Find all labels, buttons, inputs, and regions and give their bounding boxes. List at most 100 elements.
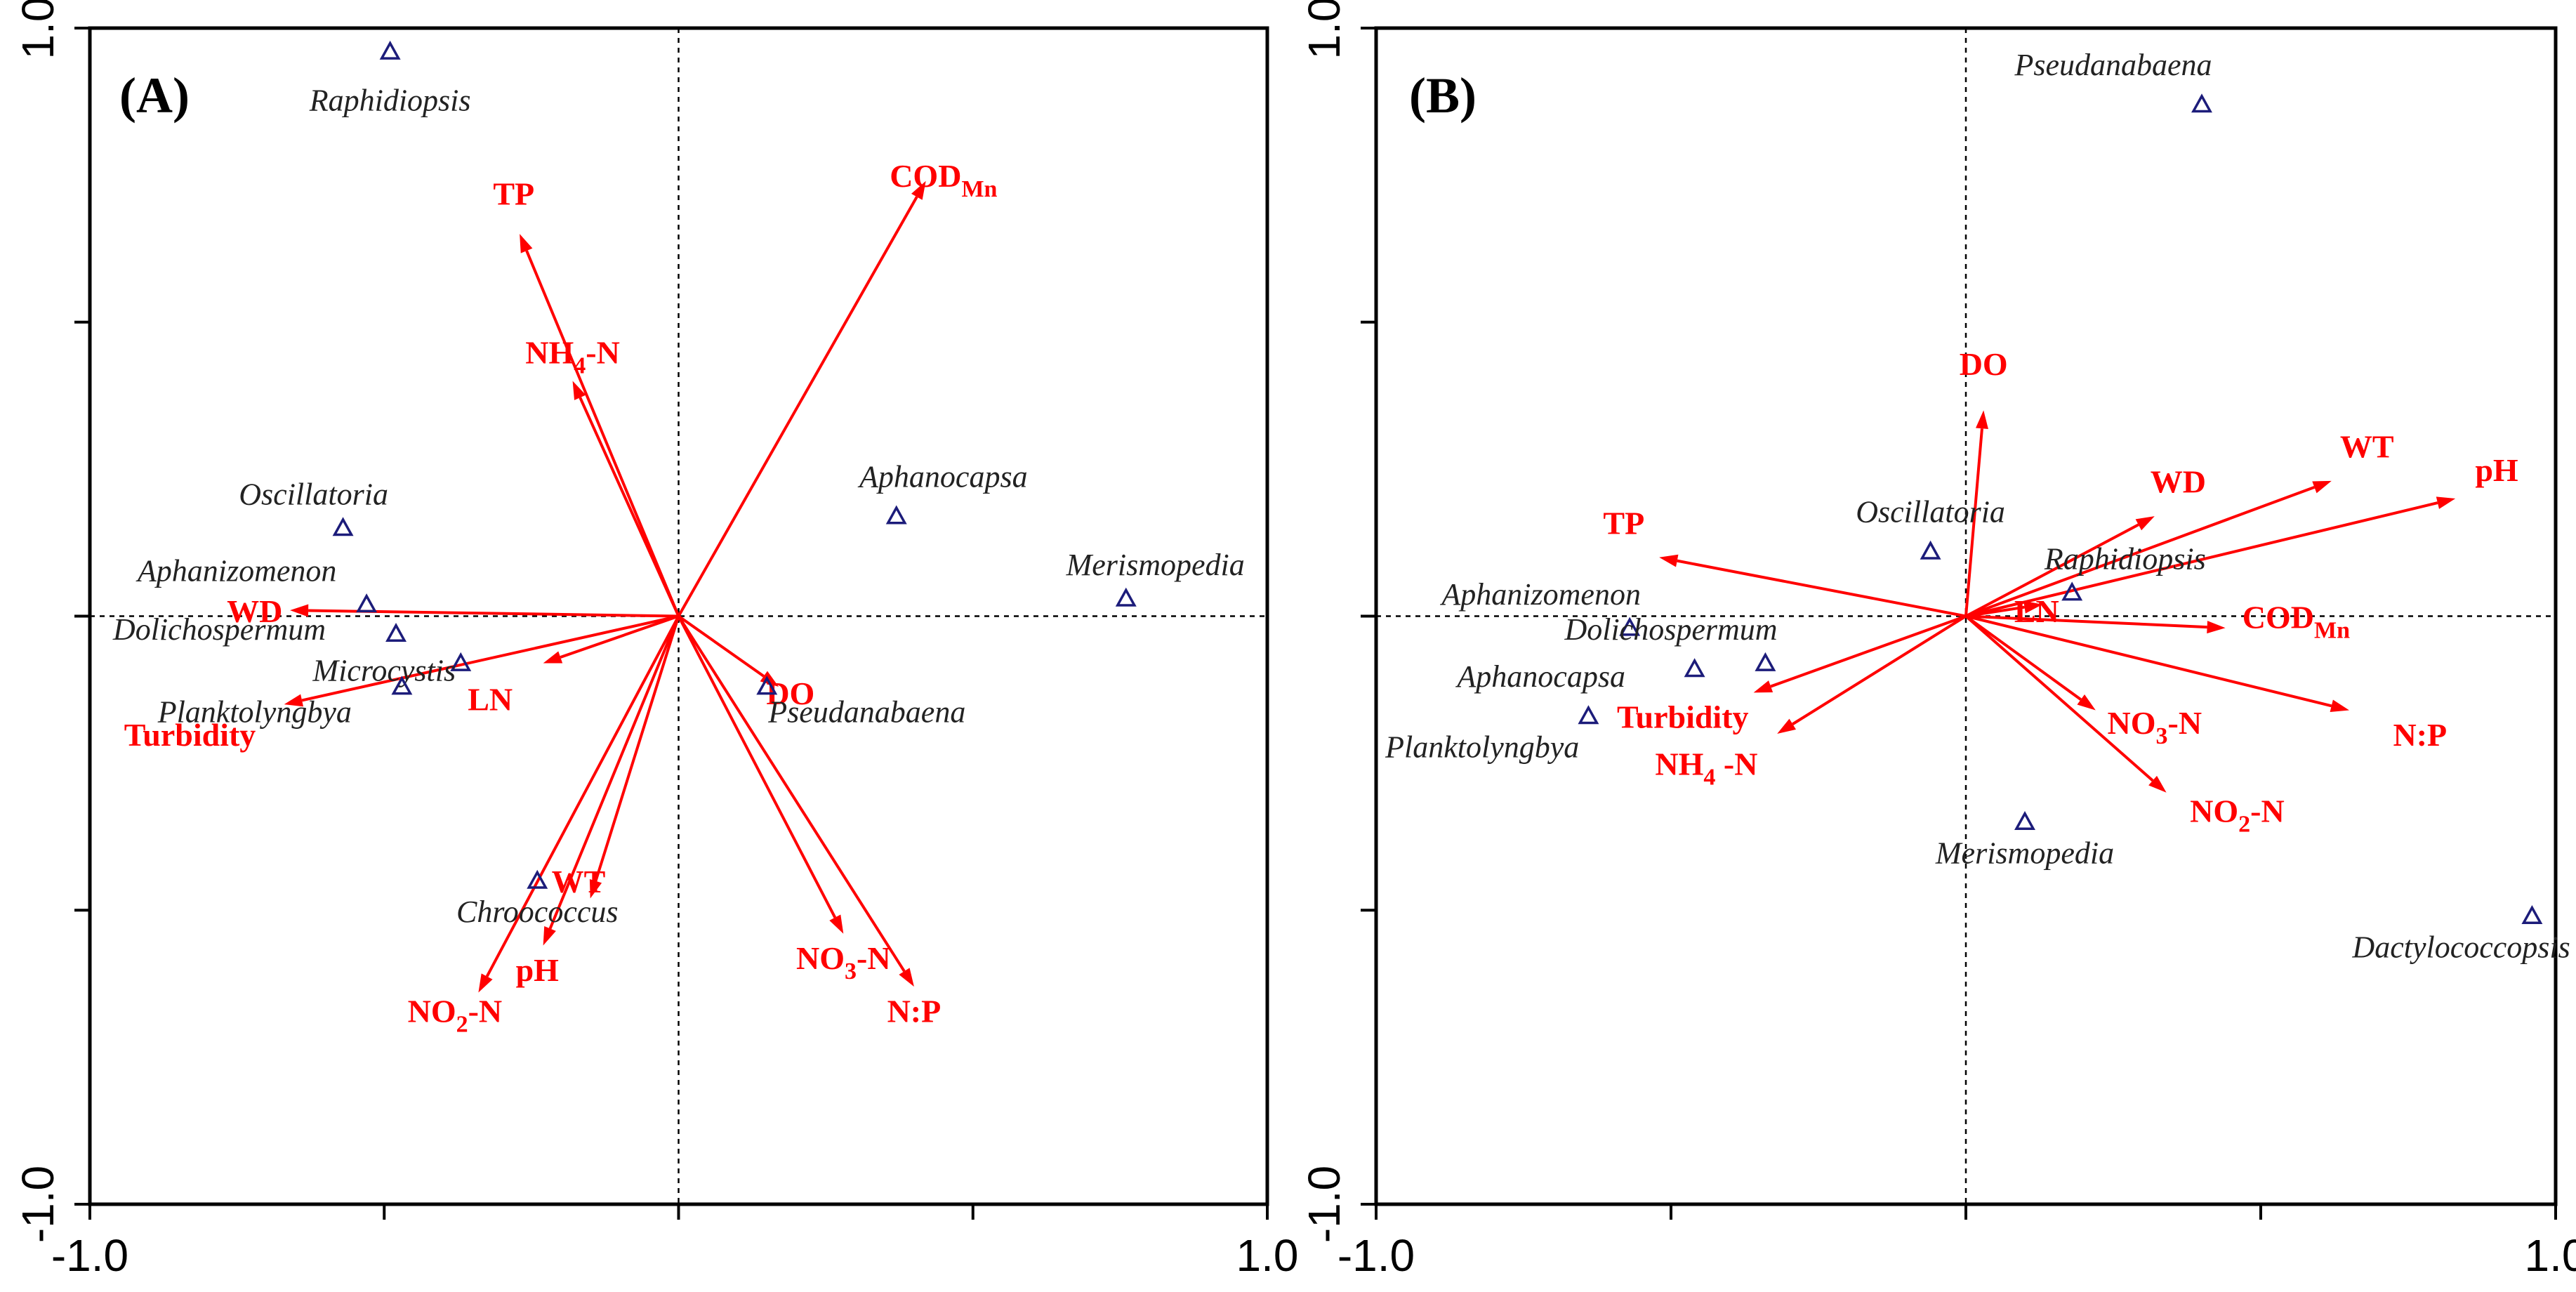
env-ph-arrowhead <box>2436 496 2456 509</box>
x-tick-label-max: 1.0 <box>1236 1230 1299 1281</box>
env-no3-n-label: NO3-N <box>2108 705 2202 749</box>
env-ph-arrowhead <box>543 926 556 946</box>
env-ln-arrow <box>560 614 680 659</box>
env-codmn: CODMn <box>677 158 998 617</box>
env-do-label: DO <box>1960 346 2008 382</box>
env-turbidity-label: Turbidity <box>124 717 256 753</box>
env-ln-arrow <box>1965 605 2025 618</box>
species-pseudanabaena-marker <box>756 675 778 695</box>
env-tp-arrow <box>1677 559 1967 618</box>
species-raphidiopsis-label: Raphidiopsis <box>2044 542 2206 576</box>
species-dolichospermum-marker <box>385 623 407 642</box>
panel-a: -1.0 1.0 -1.0 1.0 (A) TP CODMn NH4-N WD Turbidity… <box>13 0 1298 1281</box>
species-merismopedia: Merismopedia <box>1066 548 1245 607</box>
species-planktolyngbya: Planktolyngbya <box>157 675 413 729</box>
env-wt-arrowhead <box>2312 480 2332 494</box>
env-tp: TP <box>1603 505 1967 618</box>
species-planktolyngbya: Planktolyngbya <box>1385 705 1599 765</box>
species-planktolyngbya-label: Planktolyngbya <box>157 694 352 729</box>
env-no2-n-arrow <box>1964 614 2154 782</box>
env-tp-label: TP <box>493 176 534 211</box>
env-wd-arrowhead <box>290 604 309 617</box>
env-codmn-label: CODMn <box>890 158 997 202</box>
species-pseudanabaena: Pseudanabaena <box>756 675 965 729</box>
env-no2-n-arrowhead <box>2148 775 2167 793</box>
env-n-p-label: N:P <box>887 993 942 1029</box>
env-turbidity-label: Turbidity <box>1617 699 1749 735</box>
env-turbidity-arrowhead <box>284 694 304 707</box>
env-turbidity: Turbidity <box>124 614 679 753</box>
env-nh4-n: NH4-N <box>525 334 680 617</box>
y-tick-label-min: -1.0 <box>1299 1166 1349 1243</box>
species-merismopedia-marker <box>2014 811 2035 830</box>
env-no3-n-arrowhead <box>829 914 844 934</box>
env-no3-n-arrow <box>1964 614 2082 701</box>
env-n-p-arrowhead <box>899 968 914 987</box>
env-n-p-arrow <box>1965 614 2332 708</box>
species-aphanocapsa: Aphanocapsa <box>857 459 1028 525</box>
env-no2-n-label: NO2-N <box>408 993 503 1037</box>
env-no3-n-arrow <box>677 615 837 918</box>
species-aphanizomenon: Aphanizomenon <box>1439 577 1641 636</box>
env-codmn-arrow <box>1965 614 2207 629</box>
species-oscillatoria: Oscillatoria <box>239 477 388 536</box>
species-raphidiopsis-marker <box>379 40 401 60</box>
panel-label: (B) <box>1409 67 1477 124</box>
species-oscillatoria-marker <box>332 517 354 536</box>
env-ln-arrowhead <box>2023 600 2043 614</box>
species-raphidiopsis: Raphidiopsis <box>309 40 471 117</box>
env-wt: WT <box>1965 428 2394 618</box>
env-wd-label: WD <box>2151 464 2206 500</box>
y-tick-label-max: 1.0 <box>1299 0 1349 59</box>
species-chroococcus: Chroococcus <box>456 869 619 929</box>
species-aphanocapsa-label: Aphanocapsa <box>857 459 1028 494</box>
env-ph-label: pH <box>516 952 560 988</box>
species-chroococcus-label: Chroococcus <box>456 895 619 929</box>
env-wd-arrowhead <box>2135 516 2155 531</box>
env-codmn-arrow <box>677 196 918 617</box>
species-microcystis-marker <box>450 652 472 671</box>
species-chroococcus-marker <box>527 869 548 889</box>
env-do-arrowhead <box>760 671 779 687</box>
env-nh4-n-arrow <box>579 397 680 617</box>
species-pseudanabaena-marker <box>2191 93 2212 113</box>
env-nh4-n-arrowhead <box>1777 718 1797 734</box>
env-ph: pH <box>516 615 680 988</box>
x-tick-label-min: -1.0 <box>1337 1230 1415 1281</box>
env-nh4-n-label: NH4-N <box>525 334 620 378</box>
env-ln-arrowhead <box>543 651 563 664</box>
env-n-p-label: N:P <box>2393 717 2447 753</box>
species-aphanocapsa-marker <box>885 505 907 525</box>
env-ln: LN <box>468 614 680 718</box>
env-wt-label: WT <box>552 864 606 899</box>
species-microcystis: Microcystis <box>312 652 472 688</box>
species-oscillatoria-marker <box>1920 540 1941 560</box>
env-ph-arrow <box>548 615 680 930</box>
env-codmn-arrowhead <box>911 180 926 200</box>
env-turbidity: Turbidity <box>1617 614 1967 735</box>
env-ln-label: LN <box>2014 593 2059 629</box>
env-tp-label: TP <box>1603 505 1644 541</box>
env-tp: TP <box>493 176 680 617</box>
env-do-arrow <box>1964 428 1983 617</box>
env-wt: WT <box>552 615 680 899</box>
env-wt-label: WT <box>2340 428 2394 464</box>
species-oscillatoria: Oscillatoria <box>1856 495 2005 560</box>
species-aphanocapsa-marker <box>1684 658 1705 678</box>
species-merismopedia-label: Merismopedia <box>1066 548 1245 582</box>
env-wd: WD <box>1965 464 2206 618</box>
env-ph: pH <box>1965 452 2518 618</box>
env-no2-n-arrow <box>485 615 680 977</box>
env-no2-n: NO2-N <box>1964 614 2285 838</box>
env-n-p: N:P <box>677 615 942 1029</box>
species-aphanizomenon-marker <box>356 593 378 613</box>
species-microcystis-label: Microcystis <box>312 654 456 688</box>
y-tick-label-max: 1.0 <box>13 0 63 59</box>
species-aphanizomenon-label: Aphanizomenon <box>1439 577 1641 612</box>
species-dactylococcopsis-marker <box>2521 905 2543 924</box>
species-dactylococcopsis-label: Dactylococcopsis <box>2351 930 2570 964</box>
env-do: DO <box>1960 346 2008 617</box>
env-ln-label: LN <box>468 682 513 718</box>
